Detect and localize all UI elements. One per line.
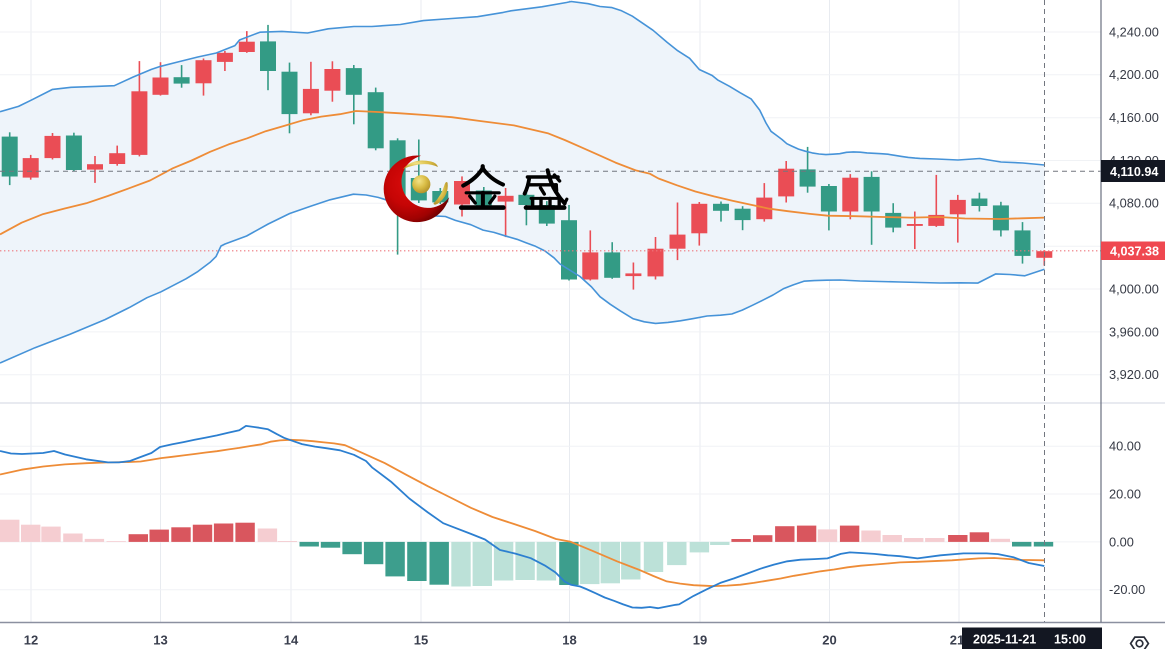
svg-text:4,160.00: 4,160.00 xyxy=(1109,110,1159,125)
svg-text:-20.00: -20.00 xyxy=(1109,582,1145,597)
svg-text:19: 19 xyxy=(693,633,707,648)
svg-text:12: 12 xyxy=(24,633,38,648)
svg-text:2025-11-21: 2025-11-21 xyxy=(973,633,1036,647)
svg-text:21: 21 xyxy=(950,633,964,648)
svg-text:4,037.38: 4,037.38 xyxy=(1110,244,1159,258)
svg-text:4,110.94: 4,110.94 xyxy=(1110,165,1158,179)
svg-text:3,920.00: 3,920.00 xyxy=(1109,367,1159,382)
svg-text:4,240.00: 4,240.00 xyxy=(1109,24,1159,39)
svg-text:4,200.00: 4,200.00 xyxy=(1109,67,1159,82)
svg-text:18: 18 xyxy=(562,633,576,648)
svg-text:20: 20 xyxy=(822,633,836,648)
svg-text:0.00: 0.00 xyxy=(1109,534,1134,549)
svg-text:13: 13 xyxy=(153,633,167,648)
svg-text:20.00: 20.00 xyxy=(1109,486,1141,501)
svg-text:15: 15 xyxy=(414,633,428,648)
svg-text:4,000.00: 4,000.00 xyxy=(1109,281,1159,296)
svg-text:14: 14 xyxy=(284,633,299,648)
svg-text:40.00: 40.00 xyxy=(1109,439,1141,454)
svg-text:3,960.00: 3,960.00 xyxy=(1109,324,1159,339)
svg-text:15:00: 15:00 xyxy=(1054,633,1086,647)
svg-text:4,080.00: 4,080.00 xyxy=(1109,196,1159,211)
